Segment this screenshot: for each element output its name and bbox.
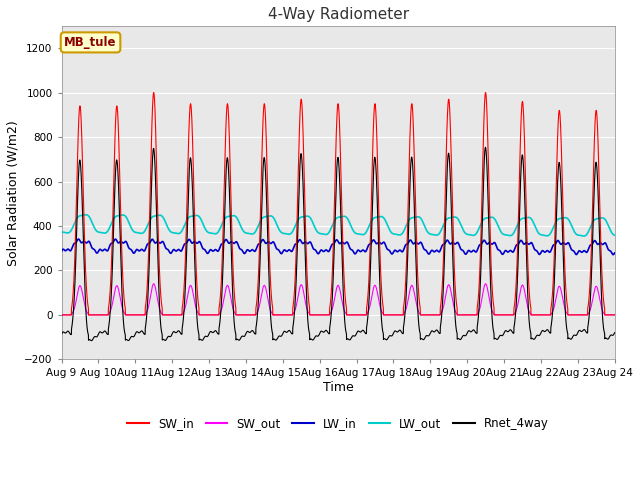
Text: MB_tule: MB_tule (64, 36, 116, 49)
Y-axis label: Solar Radiation (W/m2): Solar Radiation (W/m2) (7, 120, 20, 265)
Legend: SW_in, SW_out, LW_in, LW_out, Rnet_4way: SW_in, SW_out, LW_in, LW_out, Rnet_4way (122, 412, 554, 434)
X-axis label: Time: Time (323, 381, 353, 394)
Title: 4-Way Radiometer: 4-Way Radiometer (268, 7, 408, 22)
